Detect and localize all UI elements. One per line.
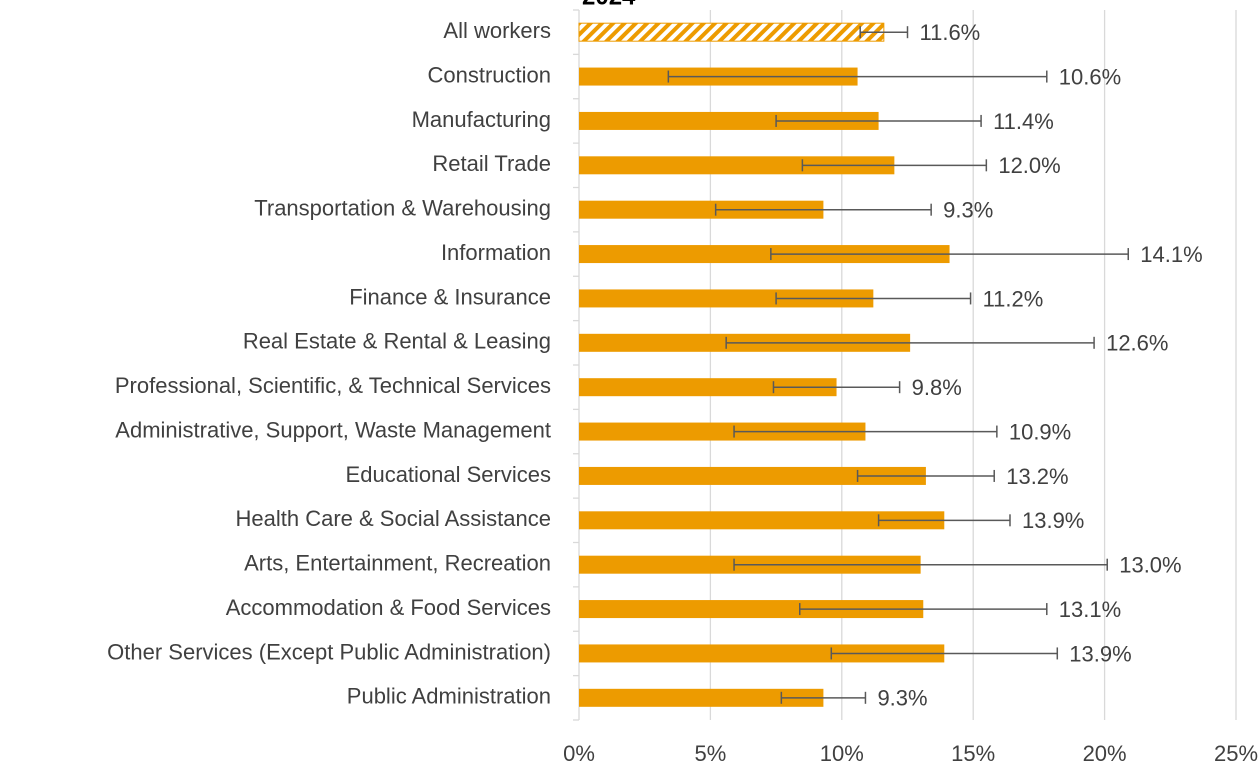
x-tick-label: 25% [1214, 741, 1258, 766]
bar [579, 422, 866, 441]
x-tick-label: 10% [820, 741, 864, 766]
y-tick-label: Public Administration [347, 684, 551, 709]
y-tick-label: Information [441, 240, 551, 265]
data-label: 12.6% [1106, 331, 1168, 356]
bar [579, 378, 837, 397]
y-tick-label: Educational Services [346, 462, 551, 487]
x-tick-label: 5% [695, 741, 727, 766]
y-tick-label: Retail Trade [432, 151, 551, 176]
data-label: 11.6% [920, 20, 981, 45]
data-label: 14.1% [1140, 242, 1202, 267]
bar [579, 245, 950, 264]
bar [579, 644, 945, 663]
y-tick-label: Accommodation & Food Services [226, 595, 551, 620]
y-tick-label: Health Care & Social Assistance [236, 506, 552, 531]
x-tick-label: 0% [563, 741, 595, 766]
bar [579, 688, 824, 707]
y-tick-label: Manufacturing [412, 107, 551, 132]
bar [579, 111, 879, 130]
data-label: 11.2% [983, 286, 1044, 311]
bar [579, 289, 874, 308]
data-label: 13.0% [1119, 553, 1181, 578]
y-tick-label: Professional, Scientific, & Technical Se… [115, 373, 551, 398]
data-label: 13.2% [1006, 464, 1068, 489]
bar [579, 200, 824, 219]
y-tick-label: Arts, Entertainment, Recreation [244, 551, 551, 576]
y-tick-label: Transportation & Warehousing [254, 196, 551, 221]
data-label: 13.9% [1069, 641, 1131, 666]
y-tick-label: Construction [427, 62, 551, 87]
y-tick-label: Administrative, Support, Waste Managemen… [115, 417, 551, 442]
y-tick-label: Other Services (Except Public Administra… [107, 639, 551, 664]
y-tick-label: Real Estate & Rental & Leasing [243, 329, 551, 354]
data-label: 11.4% [993, 109, 1054, 134]
data-label: 12.0% [998, 153, 1060, 178]
bar [579, 511, 945, 530]
x-tick-label: 15% [951, 741, 995, 766]
data-label: 13.1% [1059, 597, 1121, 622]
data-label: 9.8% [912, 375, 962, 400]
bar [578, 22, 885, 42]
bar [579, 156, 895, 175]
bar [579, 600, 924, 619]
data-label: 9.3% [943, 198, 993, 223]
y-tick-label: Finance & Insurance [349, 284, 551, 309]
y-tick-label: All workers [443, 18, 551, 43]
bar [579, 466, 926, 485]
data-label: 10.6% [1059, 64, 1121, 89]
data-label: 13.9% [1022, 508, 1084, 533]
chart-title: 2024 [582, 0, 636, 10]
x-tick-label: 20% [1083, 741, 1127, 766]
data-label: 9.3% [877, 686, 927, 711]
data-label: 10.9% [1009, 419, 1071, 444]
